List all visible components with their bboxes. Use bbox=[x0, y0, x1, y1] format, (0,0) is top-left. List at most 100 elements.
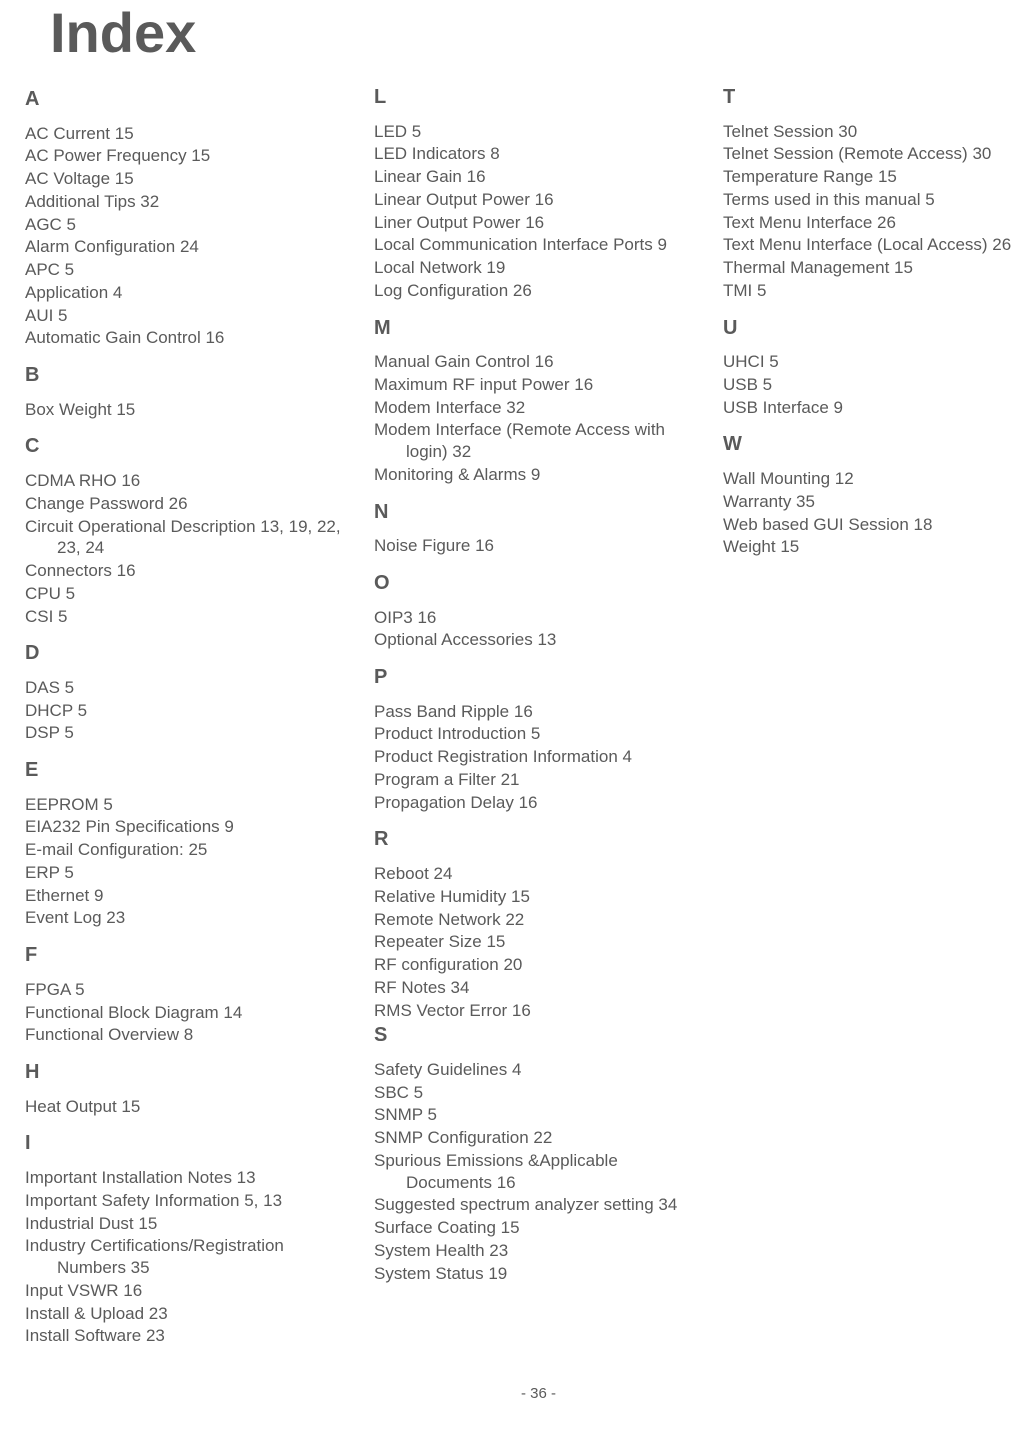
index-entry: Maximum RF input Power 16 bbox=[374, 374, 703, 396]
section-letter: F bbox=[25, 943, 354, 969]
section-letter: N bbox=[374, 500, 703, 526]
index-entry: Functional Block Diagram 14 bbox=[25, 1002, 354, 1024]
index-entry: Alarm Configuration 24 bbox=[25, 236, 354, 258]
index-entry: Important Safety Information 5, 13 bbox=[25, 1190, 354, 1212]
index-section-r: RReboot 24Relative Humidity 15Remote Net… bbox=[374, 827, 703, 1021]
section-letter: W bbox=[723, 432, 1027, 458]
index-entry: Event Log 23 bbox=[25, 907, 354, 929]
index-entry: Linear Output Power 16 bbox=[374, 189, 703, 211]
index-entry: AC Current 15 bbox=[25, 123, 354, 145]
index-entry: RMS Vector Error 16 bbox=[374, 1000, 703, 1022]
index-entry: DAS 5 bbox=[25, 677, 354, 699]
index-entry: Spurious Emissions &Applicable Documents… bbox=[374, 1150, 703, 1194]
index-entry: DSP 5 bbox=[25, 722, 354, 744]
index-entry: EEPROM 5 bbox=[25, 794, 354, 816]
index-entry: Propagation Delay 16 bbox=[374, 792, 703, 814]
section-letter: C bbox=[25, 434, 354, 460]
index-entry: Box Weight 15 bbox=[25, 399, 354, 421]
section-letter: P bbox=[374, 665, 703, 691]
index-entry: Weight 15 bbox=[723, 536, 1027, 558]
section-letter: H bbox=[25, 1060, 354, 1086]
index-entry: Connectors 16 bbox=[25, 560, 354, 582]
index-entry: Telnet Session 30 bbox=[723, 121, 1027, 143]
section-letter: T bbox=[723, 85, 1027, 111]
index-entry: AGC 5 bbox=[25, 214, 354, 236]
index-entry: SBC 5 bbox=[374, 1082, 703, 1104]
index-entry: Application 4 bbox=[25, 282, 354, 304]
page-title: Index bbox=[25, 0, 1027, 65]
section-letter: S bbox=[374, 1023, 703, 1049]
index-entry: Functional Overview 8 bbox=[25, 1024, 354, 1046]
index-entry: Surface Coating 15 bbox=[374, 1217, 703, 1239]
index-entry: System Health 23 bbox=[374, 1240, 703, 1262]
index-entry: Local Communication Interface Ports 9 bbox=[374, 234, 703, 256]
section-letter: A bbox=[25, 87, 354, 113]
index-entry: UHCI 5 bbox=[723, 351, 1027, 373]
index-entry: FPGA 5 bbox=[25, 979, 354, 1001]
index-entry: USB 5 bbox=[723, 374, 1027, 396]
index-entry: OIP3 16 bbox=[374, 607, 703, 629]
index-entry: RF configuration 20 bbox=[374, 954, 703, 976]
index-entry: CDMA RHO 16 bbox=[25, 470, 354, 492]
index-entry: Temperature Range 15 bbox=[723, 166, 1027, 188]
index-entry: CPU 5 bbox=[25, 583, 354, 605]
index-entry: Modem Interface 32 bbox=[374, 397, 703, 419]
index-entry: Warranty 35 bbox=[723, 491, 1027, 513]
index-entry: Additional Tips 32 bbox=[25, 191, 354, 213]
section-letter: U bbox=[723, 316, 1027, 342]
index-section-l: LLED 5LED Indicators 8Linear Gain 16Line… bbox=[374, 85, 703, 302]
index-entry: RF Notes 34 bbox=[374, 977, 703, 999]
index-entry: Heat Output 15 bbox=[25, 1096, 354, 1118]
index-entry: APC 5 bbox=[25, 259, 354, 281]
index-section-t: TTelnet Session 30Telnet Session (Remote… bbox=[723, 85, 1027, 302]
index-entry: Text Menu Interface 26 bbox=[723, 212, 1027, 234]
index-section-b: B Box Weight 15 bbox=[25, 363, 354, 420]
index-entry: Install & Upload 23 bbox=[25, 1303, 354, 1325]
index-entry: Product Introduction 5 bbox=[374, 723, 703, 745]
index-entry: Linear Gain 16 bbox=[374, 166, 703, 188]
index-entry: Change Password 26 bbox=[25, 493, 354, 515]
index-entry: Safety Guidelines 4 bbox=[374, 1059, 703, 1081]
index-entry: TMI 5 bbox=[723, 280, 1027, 302]
index-entry: Thermal Management 15 bbox=[723, 257, 1027, 279]
index-entry: Noise Figure 16 bbox=[374, 535, 703, 557]
index-entry: Modem Interface (Remote Access with logi… bbox=[374, 419, 703, 463]
index-entry: Repeater Size 15 bbox=[374, 931, 703, 953]
index-section-p: PPass Band Ripple 16Product Introduction… bbox=[374, 665, 703, 813]
index-section-c: C CDMA RHO 16Change Password 26Circuit Op… bbox=[25, 434, 354, 627]
index-entry: Important Installation Notes 13 bbox=[25, 1167, 354, 1189]
index-entry: Terms used in this manual 5 bbox=[723, 189, 1027, 211]
index-columns: A AC Current 15AC Power Frequency 15AC Vo… bbox=[25, 85, 1027, 1355]
section-letter: E bbox=[25, 758, 354, 784]
index-entry: LED Indicators 8 bbox=[374, 143, 703, 165]
index-entry: Relative Humidity 15 bbox=[374, 886, 703, 908]
index-section-w: WWall Mounting 12Warranty 35Web based GU… bbox=[723, 432, 1027, 558]
index-section-d: D DAS 5DHCP 5DSP 5 bbox=[25, 641, 354, 744]
section-letter: R bbox=[374, 827, 703, 853]
index-entry: Circuit Operational Description 13, 19, … bbox=[25, 516, 354, 560]
index-entry: System Status 19 bbox=[374, 1263, 703, 1285]
index-section-n: N Noise Figure 16 bbox=[374, 500, 703, 557]
index-entry: Input VSWR 16 bbox=[25, 1280, 354, 1302]
section-letter: O bbox=[374, 571, 703, 597]
index-entry: Remote Network 22 bbox=[374, 909, 703, 931]
index-entry: ERP 5 bbox=[25, 862, 354, 884]
section-letter: B bbox=[25, 363, 354, 389]
index-entry: Industrial Dust 15 bbox=[25, 1213, 354, 1235]
index-entry: Web based GUI Session 18 bbox=[723, 514, 1027, 536]
index-entry: Manual Gain Control 16 bbox=[374, 351, 703, 373]
index-entry: Program a Filter 21 bbox=[374, 769, 703, 791]
index-entry: CSI 5 bbox=[25, 606, 354, 628]
index-entry: AC Power Frequency 15 bbox=[25, 145, 354, 167]
index-section-i: IImportant Installation Notes 13Importan… bbox=[25, 1131, 354, 1347]
index-entry: AC Voltage 15 bbox=[25, 168, 354, 190]
index-section-f: F FPGA 5Functional Block Diagram 14Functi… bbox=[25, 943, 354, 1046]
index-entry: Local Network 19 bbox=[374, 257, 703, 279]
index-entry: LED 5 bbox=[374, 121, 703, 143]
index-section-h: H Heat Output 15 bbox=[25, 1060, 354, 1117]
section-letter: D bbox=[25, 641, 354, 667]
index-entry: SNMP Configuration 22 bbox=[374, 1127, 703, 1149]
index-entry: DHCP 5 bbox=[25, 700, 354, 722]
index-entry: Monitoring & Alarms 9 bbox=[374, 464, 703, 486]
index-section-u: UUHCI 5USB 5USB Interface 9 bbox=[723, 316, 1027, 419]
